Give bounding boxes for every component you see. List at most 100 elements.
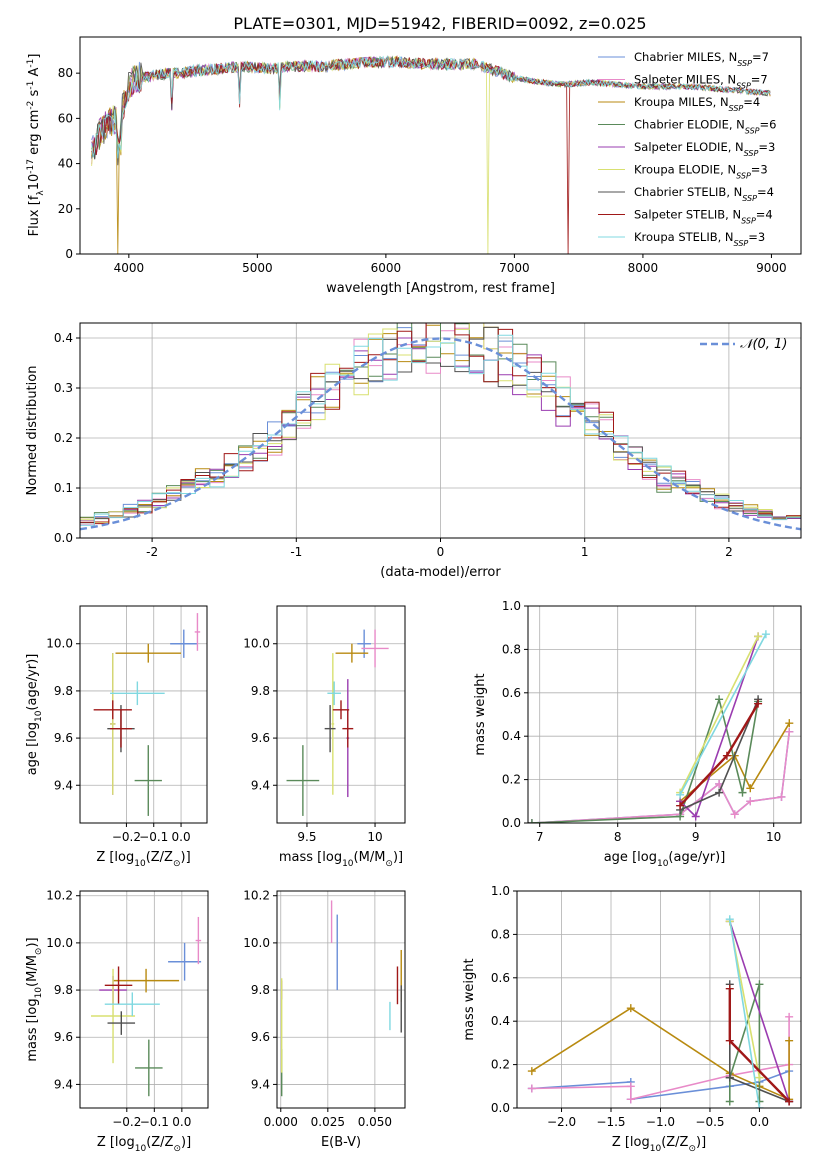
plot-area [286,629,389,816]
y-axis-label: mass [log10(M/M⊙)] [25,937,44,1061]
x-axis-label: mass [log10(M/M⊙)] [279,850,403,869]
mass-age-panel: 9.5 10 9.4 9.6 9.8 10.0 mass [log10(M/M⊙)] [243,605,406,869]
y-tick-label: 10.0 [46,637,73,651]
x-tick-label: −1.5 [596,1115,625,1129]
weight-marker [725,1097,734,1106]
axes-frame [79,890,209,1109]
x-tick-label: −1.0 [646,1115,675,1129]
axes-frame [276,605,406,824]
weight-marker [738,788,747,797]
x-tick-label: −0.2 [112,1115,141,1129]
weight-marker [722,751,731,760]
y-tick-label: 1.0 [502,599,521,613]
y-tick-label: 0.0 [502,816,521,830]
errorbar-point-1 [170,629,198,658]
axes-frame [79,605,208,824]
x-tick-label: 0.0 [172,830,191,844]
y-tick-label: 0.8 [491,927,510,941]
legend-label-4: Chabrier ELODIE, NSSP=6 [634,118,776,136]
y-tick-label: 20 [58,202,73,216]
y-tick-label: 9.4 [54,778,73,792]
z-weight-panel: −2.0 −1.5 −1.0 −0.5 0.0 0.0 0.2 0.4 0.6 0.8 1.0 Z [… [462,884,802,1154]
legend-label-1: Chabrier MILES, NSSP=7 [634,50,769,68]
x-tick-label: 9000 [756,261,787,275]
x-tick-label: 8000 [628,261,659,275]
legend-label-8: Salpeter STELIB, NSSP=4 [634,208,773,226]
x-tick-label: 0.050 [358,1115,392,1129]
weight-marker [761,630,770,639]
x-tick-label: 6000 [371,261,402,275]
y-tick-label: 9.4 [251,1077,270,1091]
x-tick-label: 9.5 [297,830,316,844]
axes-frame [79,36,802,255]
y-tick-label: 0.0 [54,531,73,545]
weight-marker [691,812,700,821]
y-tick-label: 0.6 [491,971,510,985]
errorbar-point-8 [342,709,354,748]
normal-reference-curve [80,337,801,531]
histogram-8 [80,323,801,538]
y-tick-label: 10.0 [243,936,270,950]
legend-label-3: Kroupa MILES, NSSP=4 [634,95,760,113]
x-tick-label: 4000 [114,261,145,275]
weight-line-9 [729,919,761,1108]
weight-marker [626,1082,635,1091]
y-axis-label: age [log10(age/yr)] [25,654,44,776]
x-tick-label: −2.0 [547,1115,576,1129]
weight-marker [746,797,755,806]
axes-frame [276,890,406,1109]
errorbar-point-4 [135,1039,163,1097]
weight-marker [528,819,536,823]
spectrum-line-9 [91,55,771,159]
weight-marker [626,1004,635,1013]
errorbar-point-1 [168,942,202,981]
x-tick-label: -2 [146,545,158,559]
x-tick-label: 1 [581,545,589,559]
errorbar-point-4 [134,745,162,816]
y-tick-label: 9.6 [251,731,270,745]
weight-line-3 [531,1007,790,1101]
weight-marker [676,790,685,799]
x-axis-label: E(B-V) [321,1135,361,1150]
errorbar-point-8 [110,709,132,748]
weight-marker [785,1036,794,1045]
weight-marker [626,1095,635,1104]
z-age-panel: −0.2−0.1 0.0 9.4 9.6 9.8 10.0 Z [log10(Z/Z⊙)] a… [25,605,208,869]
y-tick-label: 9.8 [251,983,270,997]
age-weight-panel: 7 8 9 10 0.0 0.2 0.4 0.6 0.8 1.0 age [log10(age/yr… [473,599,802,869]
y-tick-label: 0.6 [502,686,521,700]
weight-marker [754,699,763,708]
y-tick-label: 0.3 [54,381,73,395]
errorbar-point-2 [194,613,201,651]
weight-marker [715,788,724,797]
plot-area [91,916,202,1097]
x-tick-label: 0.0 [750,1115,769,1129]
x-tick-label: −0.5 [695,1115,724,1129]
x-axis-label: wavelength [Angstrom, rest frame] [326,281,555,296]
errorbar-point-2 [361,629,389,668]
weight-marker [777,792,786,801]
errorbar-point-9 [104,992,160,1017]
legend-label-5: Salpeter ELODIE, NSSP=3 [634,140,775,158]
x-tick-label: 5000 [242,261,273,275]
errorbar-point-6 [110,653,116,795]
plot-area [281,900,402,1097]
x-tick-label: 0.025 [311,1115,345,1129]
spectrum-line-5 [91,56,771,155]
legend-label-9: Kroupa STELIB, NSSP=3 [634,230,765,248]
weight-marker [527,1067,536,1076]
errorbar-point-10 [327,681,341,706]
panels: 4000 5000 6000 7000 8000 9000020406080wavelen… [25,36,802,1154]
y-tick-label: 0.4 [491,1014,510,1028]
y-axis-label: Flux [fλ10-17 erg cm-2 s-1 A-1] [26,54,46,237]
x-axis-label: Z [log10(Z/Z⊙)] [612,1135,706,1154]
y-tick-label: 0.4 [502,729,521,743]
weight-marker [755,1104,764,1108]
errorbar-point-7 [107,1011,136,1035]
weight-marker [725,915,734,924]
y-tick-label: 9.4 [54,1077,73,1091]
residual-histogram-panel: -2 -1 0 1 2 0.0 0.1 0.2 0.3 0.4 (data-model)/error… [25,322,802,580]
weight-marker [715,695,724,704]
weight-marker [746,784,755,793]
